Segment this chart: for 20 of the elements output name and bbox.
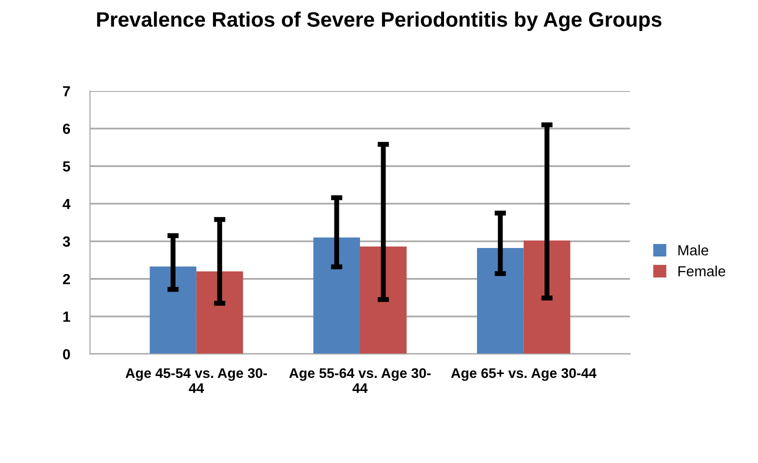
bar: [196, 271, 243, 354]
y-tick-label: 1: [63, 312, 70, 322]
y-tick-label: 4: [62, 198, 70, 209]
y-tick-label: 0: [63, 349, 70, 360]
bar: [477, 248, 524, 354]
legend-label: Female: [678, 266, 726, 276]
bar: [524, 240, 570, 354]
bar: [150, 266, 196, 354]
y-tick-label: 2: [62, 274, 70, 284]
x-tick-label: Age 55-64 vs. Age 30- 44: [289, 368, 431, 393]
x-tick-label: Age 65+ vs. Age 30-44: [451, 368, 596, 381]
y-tick-label: 5: [62, 161, 70, 172]
chart-title: Prevalence Ratios of Severe Periodontitis by Age Groups: [97, 12, 662, 32]
legend-label: Male: [678, 244, 708, 256]
bar: [313, 238, 360, 354]
bar: [360, 246, 407, 354]
y-tick-label: 7: [63, 86, 70, 96]
y-tick-label: 6: [62, 124, 70, 134]
x-tick-label: Age 45-54 vs. Age 30- 44: [126, 368, 267, 393]
y-tick-label: 3: [62, 236, 70, 247]
